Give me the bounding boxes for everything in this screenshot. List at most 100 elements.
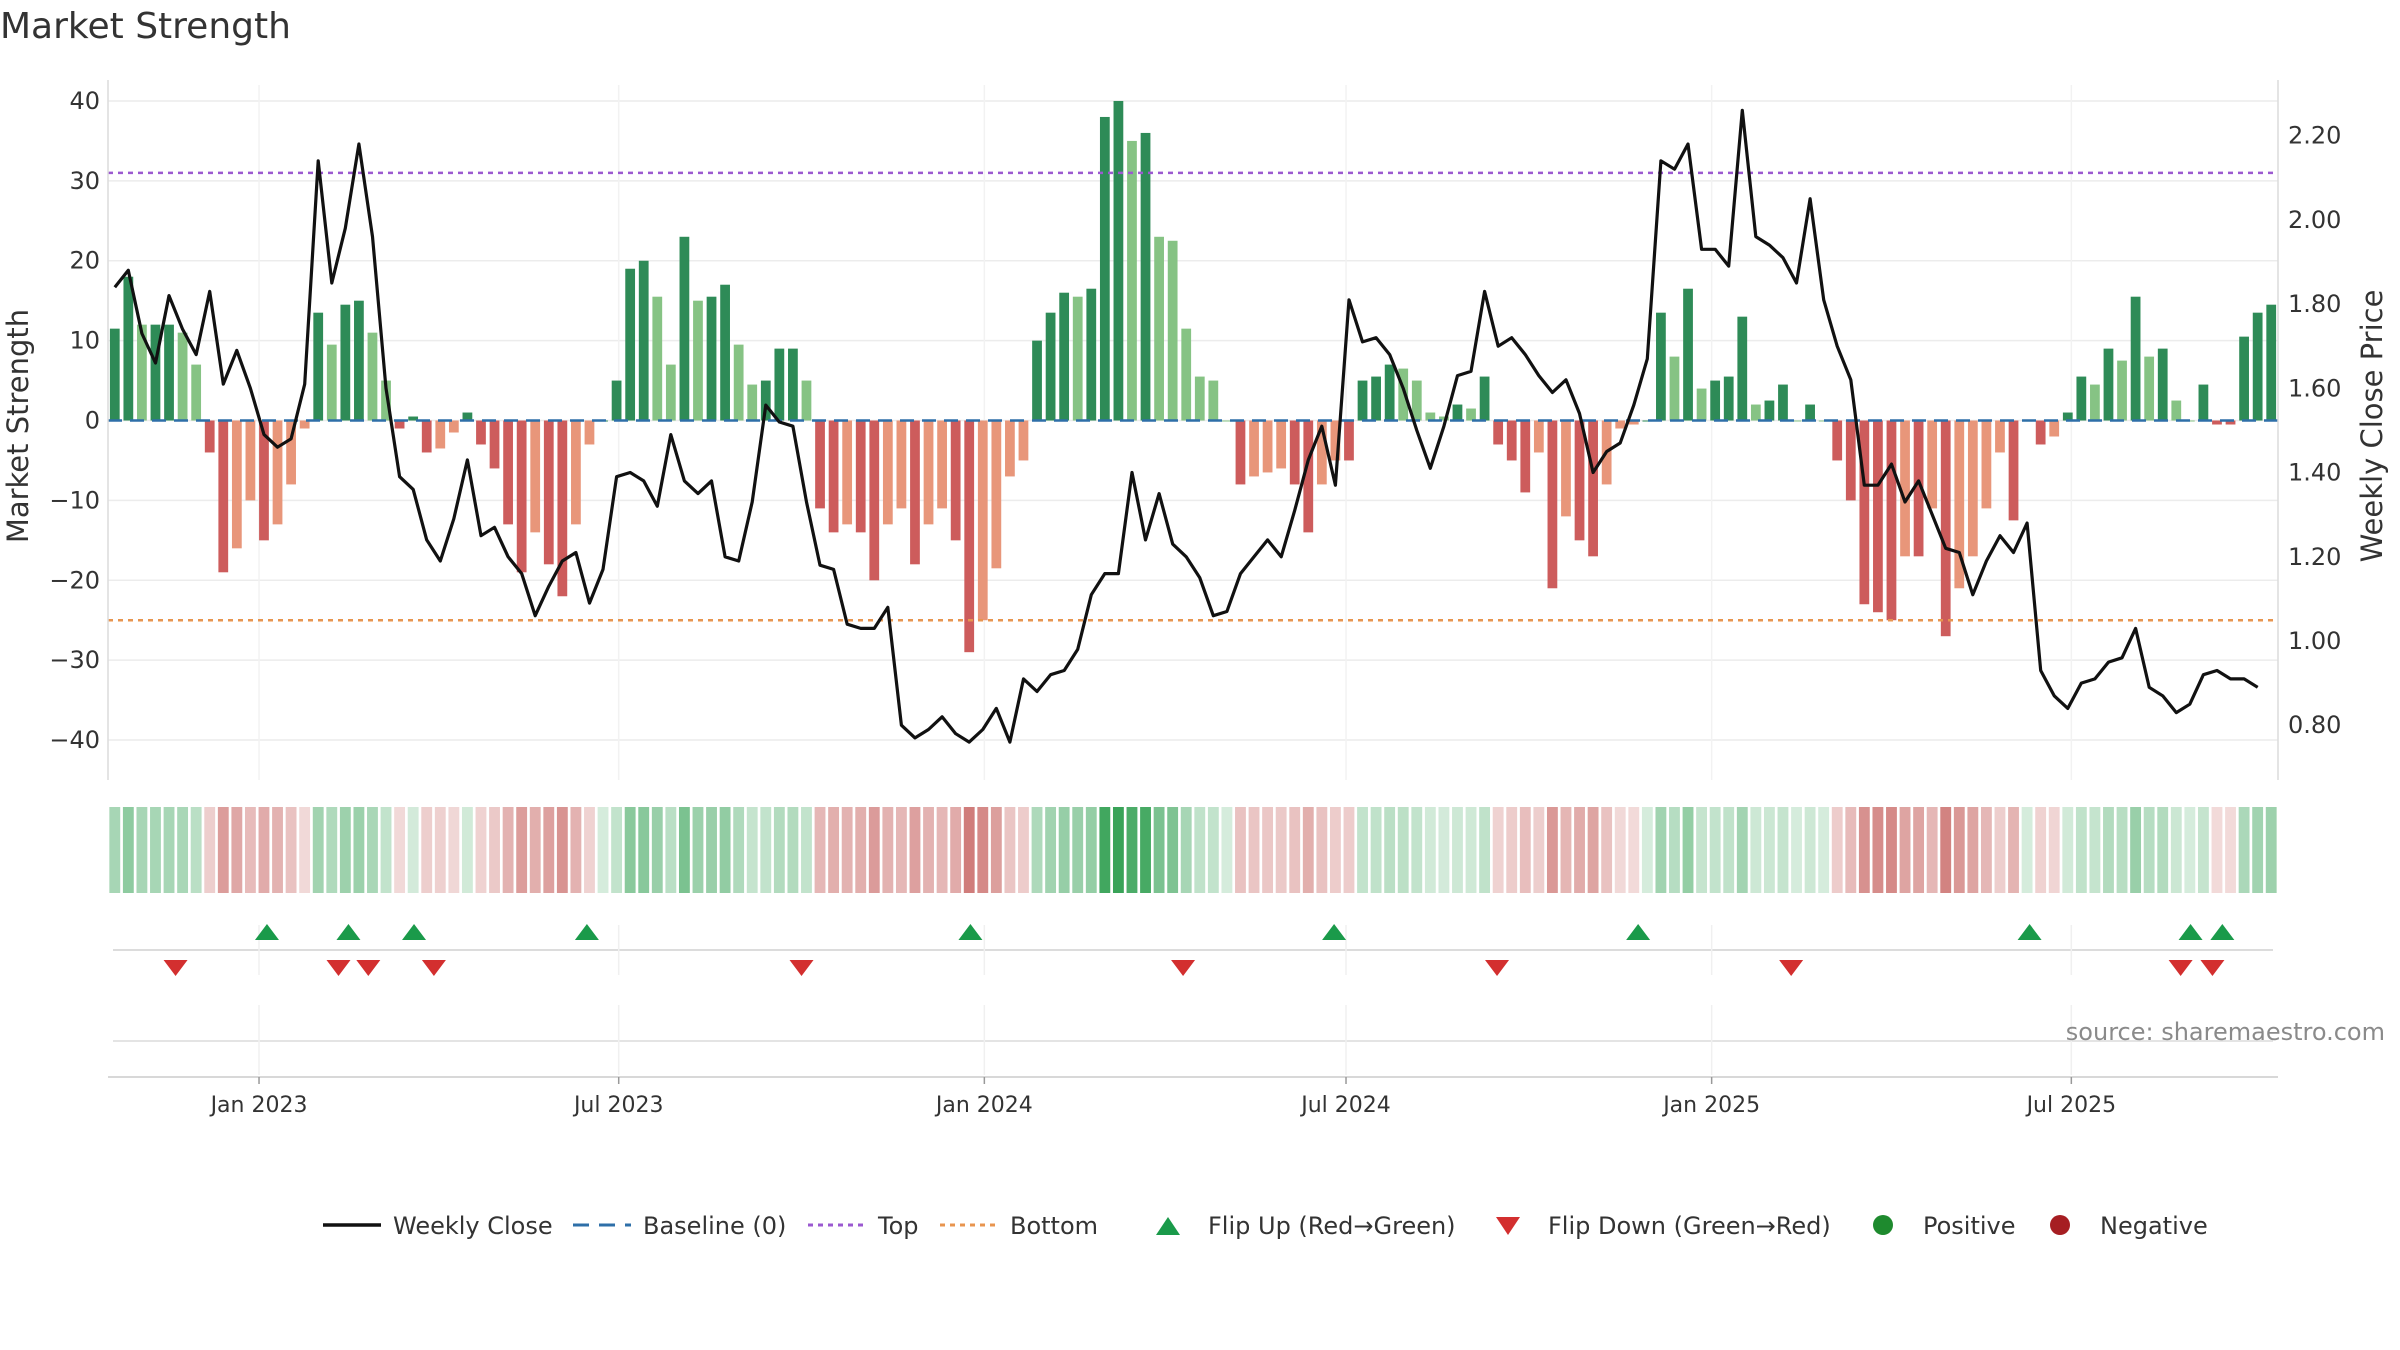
strength-bar <box>855 420 866 533</box>
heat-cell <box>1655 807 1667 893</box>
heat-cell <box>2021 807 2033 893</box>
strength-bar <box>2239 336 2249 421</box>
heat-cell <box>651 807 663 893</box>
heat-cell <box>272 807 283 893</box>
strength-bar <box>1154 236 1164 421</box>
strength-bar <box>1628 420 1639 425</box>
heat-cell <box>461 807 473 893</box>
right-tick-label: 1.60 <box>2288 374 2341 402</box>
strength-bar <box>2035 420 2046 445</box>
heat-cell <box>1248 807 1260 893</box>
left-tick-label: −30 <box>49 646 100 674</box>
strength-bar <box>150 324 161 421</box>
heat-cell <box>1818 807 1830 893</box>
strength-bar <box>123 276 134 421</box>
strength-bar <box>1086 288 1097 421</box>
heat-cell <box>773 807 785 893</box>
heat-cell <box>1329 807 1341 893</box>
flip-up-marker <box>2210 924 2235 940</box>
strength-bar <box>1167 240 1178 421</box>
heat-cell <box>1018 807 1029 893</box>
heat-cell <box>760 807 772 893</box>
strength-bar <box>1127 140 1137 421</box>
strength-bar <box>191 364 202 421</box>
legend: Weekly Close Baseline (0) Top Bottom Flip Up… <box>323 1212 2208 1240</box>
strength-bar <box>1696 388 1707 421</box>
strength-bar <box>1750 404 1761 421</box>
strength-bar <box>665 364 676 421</box>
flip-down-marker <box>1779 960 1804 976</box>
strength-bar <box>910 420 920 565</box>
left-axis-label: Market Strength <box>1 309 35 543</box>
heat-cell <box>1533 807 1545 893</box>
strength-bar <box>679 236 690 421</box>
heat-cell <box>2089 807 2101 893</box>
heat-cell <box>1858 807 1870 893</box>
flip-down-marker <box>1171 960 1196 976</box>
right-tick-label: 1.00 <box>2288 627 2341 655</box>
strength-bar <box>950 420 961 541</box>
strength-bar <box>2130 296 2141 421</box>
heat-cell <box>258 807 270 893</box>
legend-label: Weekly Close <box>393 1212 553 1240</box>
legend-item: Positive <box>1873 1212 2016 1240</box>
flip-down-marker <box>2168 960 2193 976</box>
strength-bar <box>1018 420 1029 461</box>
heat-cell <box>326 807 338 893</box>
heat-cell <box>177 807 189 893</box>
flip-up-marker <box>402 924 427 940</box>
heat-cell <box>1424 807 1436 893</box>
heat-cell <box>1045 807 1057 893</box>
heat-cell <box>2184 807 2196 893</box>
strength-bar <box>1547 420 1558 589</box>
strength-bar <box>1981 420 1992 509</box>
heat-cell <box>1438 807 1450 893</box>
heat-cell <box>244 807 256 893</box>
legend-swatch <box>1873 1215 1893 1235</box>
strength-bar <box>394 420 405 429</box>
heat-cell <box>2157 807 2169 893</box>
heat-cell <box>787 807 799 893</box>
heat-cell <box>1289 807 1301 893</box>
heat-cell <box>801 807 812 893</box>
heat-cell <box>1221 807 1233 893</box>
legend-item: Flip Up (Red→Green) <box>1156 1212 1456 1240</box>
heat-cell <box>448 807 460 893</box>
heat-cell <box>1641 807 1653 893</box>
strength-bar <box>693 300 703 421</box>
heat-cell <box>1872 807 1884 893</box>
strength-bar <box>435 420 446 449</box>
date-tick-label: Jul 2023 <box>572 1093 664 1118</box>
heat-cell <box>1112 807 1124 893</box>
strength-bar <box>1805 404 1815 421</box>
heat-cell <box>719 807 731 893</box>
strength-bar <box>2144 356 2155 421</box>
heat-cell <box>1085 807 1097 893</box>
heat-cell <box>1574 807 1585 893</box>
heat-cell <box>1682 807 1694 893</box>
heat-cell <box>2238 807 2250 893</box>
heat-cell <box>2116 807 2128 893</box>
legend-swatch <box>1496 1217 1520 1235</box>
strength-bar <box>340 304 351 421</box>
strength-bar <box>1845 420 1856 501</box>
heat-cell <box>122 807 134 893</box>
strength-bar <box>2076 376 2087 421</box>
heat-cell <box>556 807 568 893</box>
heat-cell <box>611 807 623 893</box>
heat-cell <box>882 807 894 893</box>
heat-cell <box>1072 807 1084 893</box>
heat-cell <box>1357 807 1368 893</box>
heat-cell <box>1316 807 1328 893</box>
strength-bar <box>299 420 310 429</box>
heat-cell <box>2035 807 2047 893</box>
heat-cell <box>746 807 758 893</box>
strength-heat-strip <box>109 807 2277 893</box>
right-tick-label: 0.80 <box>2288 711 2341 739</box>
flip-up-marker <box>2178 924 2203 940</box>
strength-bar <box>313 312 324 421</box>
heat-cell <box>312 807 324 893</box>
strength-bar <box>2062 412 2073 421</box>
heat-cell <box>217 807 229 893</box>
legend-label: Flip Up (Red→Green) <box>1208 1212 1456 1240</box>
